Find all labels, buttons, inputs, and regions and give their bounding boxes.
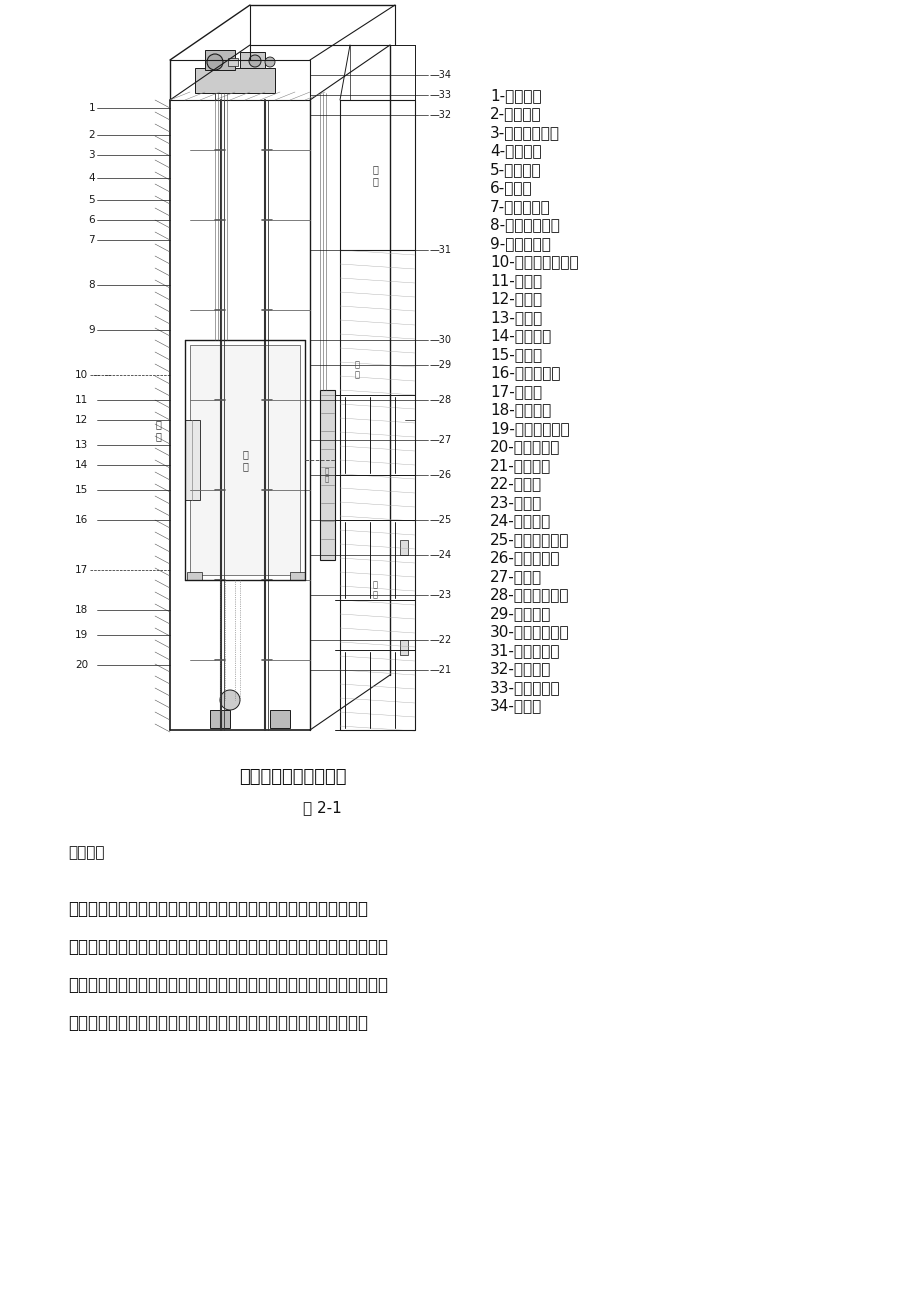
- Text: 19-补偿链导轮；: 19-补偿链导轮；: [490, 422, 569, 436]
- Text: 18: 18: [74, 605, 88, 615]
- Text: 12-轿架；: 12-轿架；: [490, 291, 541, 307]
- Bar: [187, 572, 202, 580]
- Text: 1-减速箱；: 1-减速箱；: [490, 88, 541, 103]
- Bar: [400, 540, 407, 556]
- Text: —25: —25: [429, 515, 452, 526]
- Text: 图 2-1: 图 2-1: [302, 800, 342, 814]
- Text: 轿
厢: 轿 厢: [242, 449, 247, 471]
- Text: 28-轿内操纵箱；: 28-轿内操纵箱；: [490, 588, 569, 602]
- Text: 11-导靴；: 11-导靴；: [490, 273, 541, 288]
- Text: 29-开门机；: 29-开门机；: [490, 606, 550, 621]
- Text: 14: 14: [74, 461, 88, 470]
- Text: 16-绳头组合；: 16-绳头组合；: [490, 366, 560, 380]
- Text: 15-导轨；: 15-导轨；: [490, 347, 541, 362]
- Text: 23-层门；: 23-层门；: [490, 494, 541, 510]
- Text: 5: 5: [88, 195, 95, 206]
- Circle shape: [207, 55, 222, 70]
- Text: 5-限速器；: 5-限速器；: [490, 163, 541, 177]
- Text: —31: —31: [429, 245, 451, 255]
- Text: —33: —33: [429, 90, 451, 100]
- Text: 机
房: 机 房: [371, 164, 378, 186]
- Text: —  —: — —: [93, 372, 111, 379]
- Text: 顶部，也可设置在井道底部。当机房设于井道底部时，即为曳引机下置式: 顶部，也可设置在井道底部。当机房设于井道底部时，即为曳引机下置式: [68, 938, 388, 956]
- Text: —23: —23: [429, 589, 451, 600]
- Text: —32: —32: [429, 111, 451, 120]
- Text: 13-轿门；: 13-轿门；: [490, 310, 541, 325]
- Text: 井
道: 井 道: [155, 419, 161, 441]
- Text: —21: —21: [429, 665, 451, 675]
- Text: 10: 10: [74, 369, 88, 380]
- Text: 机房部分: 机房部分: [68, 846, 105, 860]
- Text: 25-层楼指示灯；: 25-层楼指示灯；: [490, 532, 569, 546]
- Text: —30: —30: [429, 334, 451, 345]
- Text: 16: 16: [74, 515, 88, 526]
- Text: 24-呼梯盒；: 24-呼梯盒；: [490, 514, 550, 528]
- Text: 26-随行电缆；: 26-随行电缆；: [490, 550, 560, 566]
- Text: 17-对重，: 17-对重，: [490, 384, 541, 399]
- Text: 9-开关碰铁；: 9-开关碰铁；: [490, 235, 550, 251]
- Text: 8-曳引钢丝绳；: 8-曳引钢丝绳；: [490, 217, 560, 233]
- Bar: [240, 52, 265, 68]
- Text: 18-补偿链；: 18-补偿链；: [490, 402, 550, 418]
- Text: 7-导轨支架；: 7-导轨支架；: [490, 199, 550, 213]
- Text: 11: 11: [74, 396, 88, 405]
- Text: 电梯的基本结构剖视图: 电梯的基本结构剖视图: [239, 768, 346, 786]
- Text: 2-曳引轮；: 2-曳引轮；: [490, 107, 541, 121]
- Text: 机房用来安装曳引机、电控屏、限速器等。机房可以设置在井道: 机房用来安装曳引机、电控屏、限速器等。机房可以设置在井道: [68, 900, 368, 919]
- Text: 2: 2: [88, 130, 95, 141]
- Bar: [400, 640, 407, 654]
- Text: 4-导向轮；: 4-导向轮；: [490, 143, 541, 159]
- Text: —34: —34: [429, 70, 451, 79]
- Text: 9: 9: [88, 325, 95, 334]
- Text: 34-制动器: 34-制动器: [490, 699, 541, 713]
- Text: 15: 15: [74, 485, 88, 494]
- Text: 27-轿壁；: 27-轿壁；: [490, 569, 541, 584]
- Text: 7: 7: [88, 235, 95, 245]
- Bar: [320, 390, 335, 559]
- Text: 30-井道传感器；: 30-井道传感器；: [490, 624, 569, 640]
- Text: 19: 19: [74, 630, 88, 640]
- Text: 8: 8: [88, 280, 95, 290]
- Circle shape: [265, 57, 275, 66]
- Text: —27: —27: [429, 435, 452, 445]
- Text: 17: 17: [74, 565, 88, 575]
- Text: 10-紧急终端开关；: 10-紧急终端开关；: [490, 255, 578, 269]
- Circle shape: [249, 55, 261, 66]
- Text: 在机房无法顶置时才运用。对于绝大多数电梯，椭均设于井道顶部。: 在机房无法顶置时才运用。对于绝大多数电梯，椭均设于井道顶部。: [68, 1013, 368, 1032]
- Text: 6-机座；: 6-机座；: [490, 181, 532, 195]
- Text: 1: 1: [88, 103, 95, 113]
- Text: 6: 6: [88, 215, 95, 225]
- Text: 3-曳引机底座；: 3-曳引机底座；: [490, 125, 560, 141]
- Text: 32-限制柜；: 32-限制柜；: [490, 661, 550, 677]
- Bar: [195, 68, 275, 92]
- Text: —26: —26: [429, 470, 451, 480]
- Text: 33-曳引电机；: 33-曳引电机；: [490, 680, 560, 695]
- Bar: [228, 59, 238, 66]
- Text: 曳引方式。这种方式结构困难，建筑物承重大，对井道尺寸要求大，只有: 曳引方式。这种方式结构困难，建筑物承重大，对井道尺寸要求大，只有: [68, 976, 388, 994]
- Text: —24: —24: [429, 550, 451, 559]
- Bar: [190, 345, 300, 575]
- Text: 机
房: 机 房: [354, 360, 359, 380]
- Text: 12: 12: [74, 415, 88, 425]
- Bar: [289, 572, 305, 580]
- Text: 对
重: 对 重: [324, 468, 329, 483]
- Text: —22: —22: [429, 635, 452, 645]
- Bar: [205, 49, 234, 70]
- Text: 31-电源开关；: 31-电源开关；: [490, 643, 560, 658]
- Text: 22-底坑；: 22-底坑；: [490, 476, 541, 492]
- Text: 20: 20: [74, 660, 88, 670]
- Text: 13: 13: [74, 440, 88, 450]
- Circle shape: [220, 690, 240, 710]
- Text: 4: 4: [88, 173, 95, 183]
- Text: 21-缓冲器；: 21-缓冲器；: [490, 458, 550, 474]
- Text: —28: —28: [429, 396, 451, 405]
- Bar: [269, 710, 289, 729]
- Text: —29: —29: [429, 360, 451, 369]
- Bar: [210, 710, 230, 729]
- Bar: [185, 420, 199, 500]
- Text: 14-平安钳；: 14-平安钳；: [490, 328, 550, 343]
- Text: 20-张紧装置；: 20-张紧装置；: [490, 440, 560, 454]
- Text: 层
站: 层 站: [372, 580, 377, 600]
- Text: 3: 3: [88, 150, 95, 160]
